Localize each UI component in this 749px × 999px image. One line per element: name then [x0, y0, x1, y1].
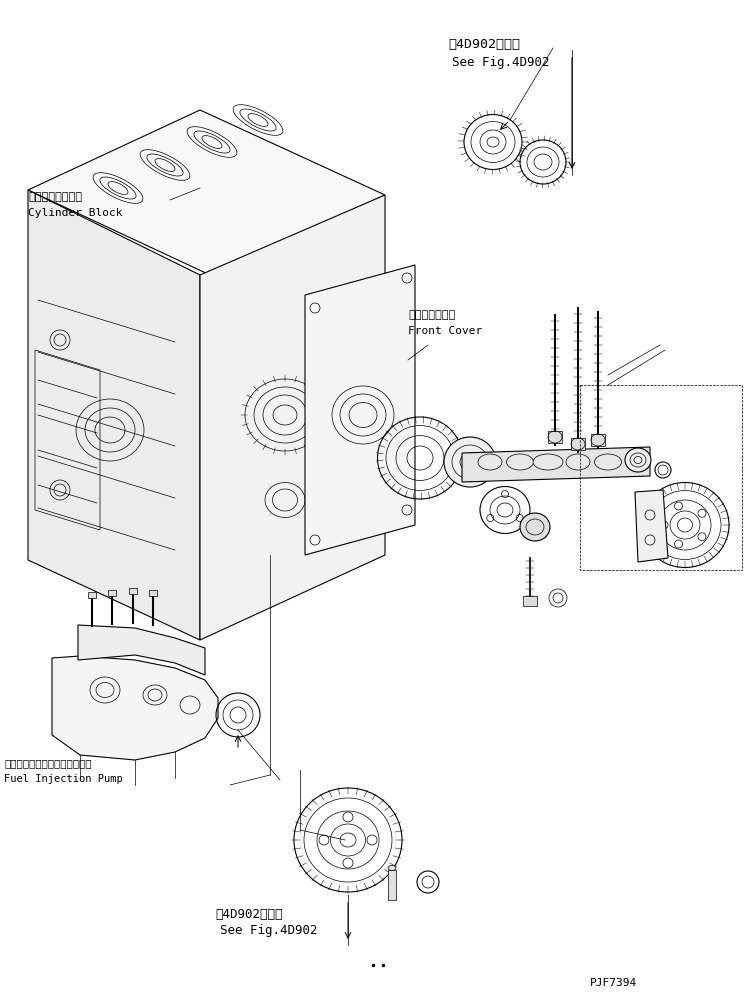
Text: See Fig.4D902: See Fig.4D902 [452, 56, 550, 69]
Ellipse shape [506, 454, 533, 470]
Polygon shape [523, 596, 537, 606]
Text: See Fig.4D902: See Fig.4D902 [220, 924, 318, 937]
Ellipse shape [566, 454, 590, 470]
Text: フェルインジェクションポンプ: フェルインジェクションポンプ [4, 758, 91, 768]
Text: PJF7394: PJF7394 [590, 978, 637, 988]
Text: シリンダブロック: シリンダブロック [28, 192, 82, 202]
Ellipse shape [533, 454, 563, 470]
Polygon shape [78, 625, 205, 675]
Text: フロントカバー: フロントカバー [408, 310, 455, 320]
Bar [149, 590, 157, 596]
Ellipse shape [595, 454, 622, 470]
Ellipse shape [444, 437, 496, 487]
Polygon shape [548, 431, 562, 443]
Bar [108, 590, 116, 596]
Polygon shape [635, 490, 668, 562]
Polygon shape [462, 447, 650, 482]
Polygon shape [28, 110, 385, 275]
Text: Fuel Injection Pump: Fuel Injection Pump [4, 774, 123, 784]
Polygon shape [571, 438, 585, 450]
Bar [88, 592, 96, 598]
Text: Cylinder Block: Cylinder Block [28, 208, 123, 218]
Ellipse shape [520, 513, 550, 541]
Ellipse shape [478, 454, 502, 470]
Text: Front Cover: Front Cover [408, 326, 482, 336]
Text: 第4D902図参照: 第4D902図参照 [215, 908, 282, 921]
Bar [129, 588, 137, 594]
Polygon shape [591, 434, 605, 446]
Polygon shape [200, 195, 385, 640]
Polygon shape [388, 870, 396, 900]
Text: 第4D902図参照: 第4D902図参照 [448, 38, 520, 51]
Polygon shape [305, 265, 415, 555]
Ellipse shape [625, 448, 651, 472]
Polygon shape [28, 190, 200, 640]
Ellipse shape [388, 865, 396, 870]
Polygon shape [52, 656, 218, 760]
